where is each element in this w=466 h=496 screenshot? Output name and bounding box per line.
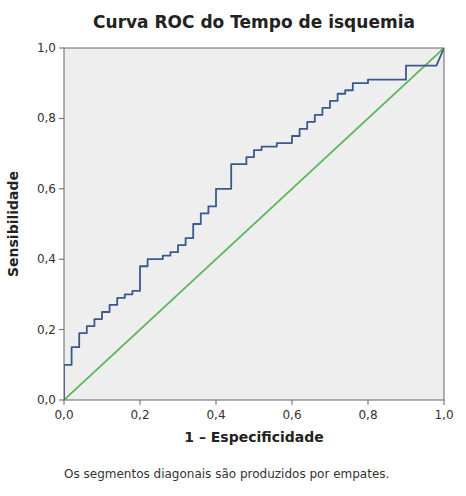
x-axis-label: 1 – Especificidade <box>184 429 323 445</box>
x-tick <box>140 400 141 405</box>
y-tick <box>59 329 64 330</box>
line <box>64 48 444 400</box>
y-axis-label: Sensibilidade <box>5 171 21 277</box>
x-tick <box>64 400 65 405</box>
title: Curva ROC do Tempo de isquemia <box>93 12 415 32</box>
y-tick <box>59 118 64 119</box>
y-tick-label: 0,2 <box>37 323 56 337</box>
y-tick-label: 0,0 <box>37 393 56 407</box>
y-tick-label: 0,6 <box>37 182 56 196</box>
chart: 0,0 0,2 0,4 0,6 0,8 1,0 0,0 0,2 0,4 0,6 0,8 1,0 Curv… <box>0 0 466 496</box>
plot-area <box>64 48 444 400</box>
x-tick-label: 1,0 <box>434 408 453 422</box>
axes: 0,0 0,2 0,4 0,6 0,8 1,0 0,0 0,2 0,4 0,6 0,8 1,0 <box>37 41 454 422</box>
x-tick-label: 0,6 <box>282 408 301 422</box>
y-tick <box>59 48 64 49</box>
x-tick <box>368 400 369 405</box>
y-tick-label: 0,8 <box>37 111 56 125</box>
x-tick-label: 0,0 <box>54 408 73 422</box>
x-tick-label: 0,4 <box>206 408 225 422</box>
plot-frame <box>64 48 444 400</box>
x-tick-label: 0,8 <box>358 408 377 422</box>
y-tick-label: 1,0 <box>37 41 56 55</box>
plot-background <box>64 48 444 400</box>
line <box>64 48 444 400</box>
y-tick-label: 0,4 <box>37 252 56 266</box>
footnote: Os segmentos diagonais são produzidos po… <box>64 467 389 481</box>
y-tick <box>59 259 64 260</box>
y-tick <box>59 188 64 189</box>
x-tick-label: 0,2 <box>130 408 149 422</box>
y-tick <box>59 400 64 401</box>
x-tick <box>444 400 445 405</box>
x-tick <box>292 400 293 405</box>
x-tick <box>216 400 217 405</box>
